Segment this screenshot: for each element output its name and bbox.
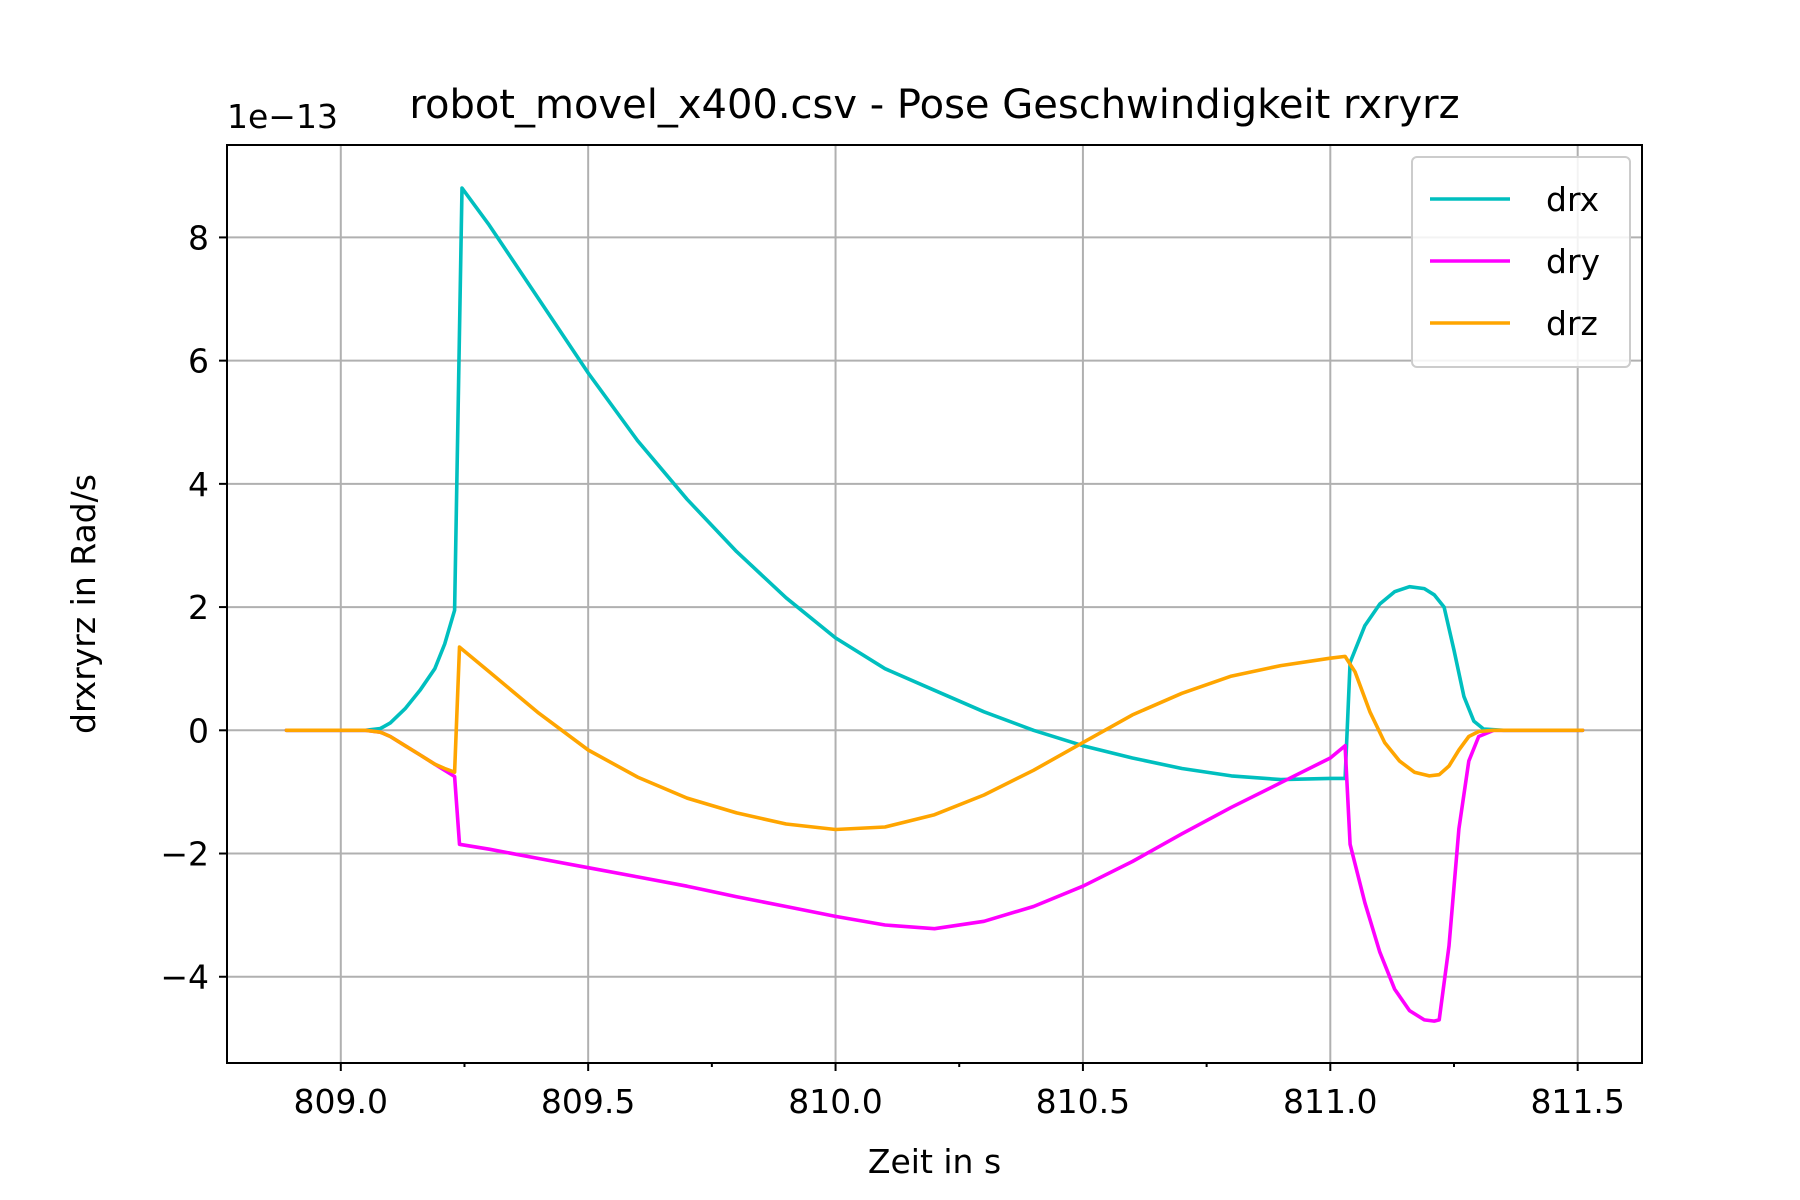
series-line-drz	[284, 645, 1585, 832]
series-layer	[284, 186, 1585, 1023]
y-tick-label: 6	[188, 342, 209, 381]
x-tick-label: 811.5	[1530, 1082, 1624, 1121]
plot-frame	[226, 144, 1643, 1064]
legend-label-drx: drx	[1546, 180, 1599, 219]
legend-label-drz: drz	[1546, 304, 1598, 343]
y-tick-label: 4	[188, 465, 209, 504]
y-tick-label: 2	[188, 588, 209, 627]
grid	[227, 145, 1642, 1063]
legend-label-dry: dry	[1546, 242, 1600, 281]
legend-box	[1411, 156, 1631, 368]
y-axis-label: drxryrz in Rad/s	[64, 474, 103, 734]
x-axis-label: Zeit in s	[868, 1142, 1001, 1181]
legend: drx dry drz	[1411, 156, 1631, 368]
series-line-drx	[284, 186, 1585, 782]
x-tick-label: 809.0	[294, 1082, 388, 1121]
chart-title: robot_movel_x400.csv - Pose Geschwindigk…	[409, 82, 1459, 128]
x-tick-label: 810.0	[788, 1082, 882, 1121]
y-tick-label: −4	[160, 958, 209, 997]
y-tick-label: −2	[160, 835, 209, 874]
y-tick-label: 8	[188, 218, 209, 257]
x-tick-label: 811.0	[1283, 1082, 1377, 1121]
x-tick-label: 810.5	[1036, 1082, 1130, 1121]
x-tick-label: 809.5	[541, 1082, 635, 1121]
y-tick-label: 0	[188, 711, 209, 750]
ticks: 809.0 809.5 810.0 810.5 811.0 811.5 −4 −2 0 2 4 6 8	[160, 218, 1625, 1121]
y-axis-offset-label: 1e−13	[227, 97, 338, 136]
